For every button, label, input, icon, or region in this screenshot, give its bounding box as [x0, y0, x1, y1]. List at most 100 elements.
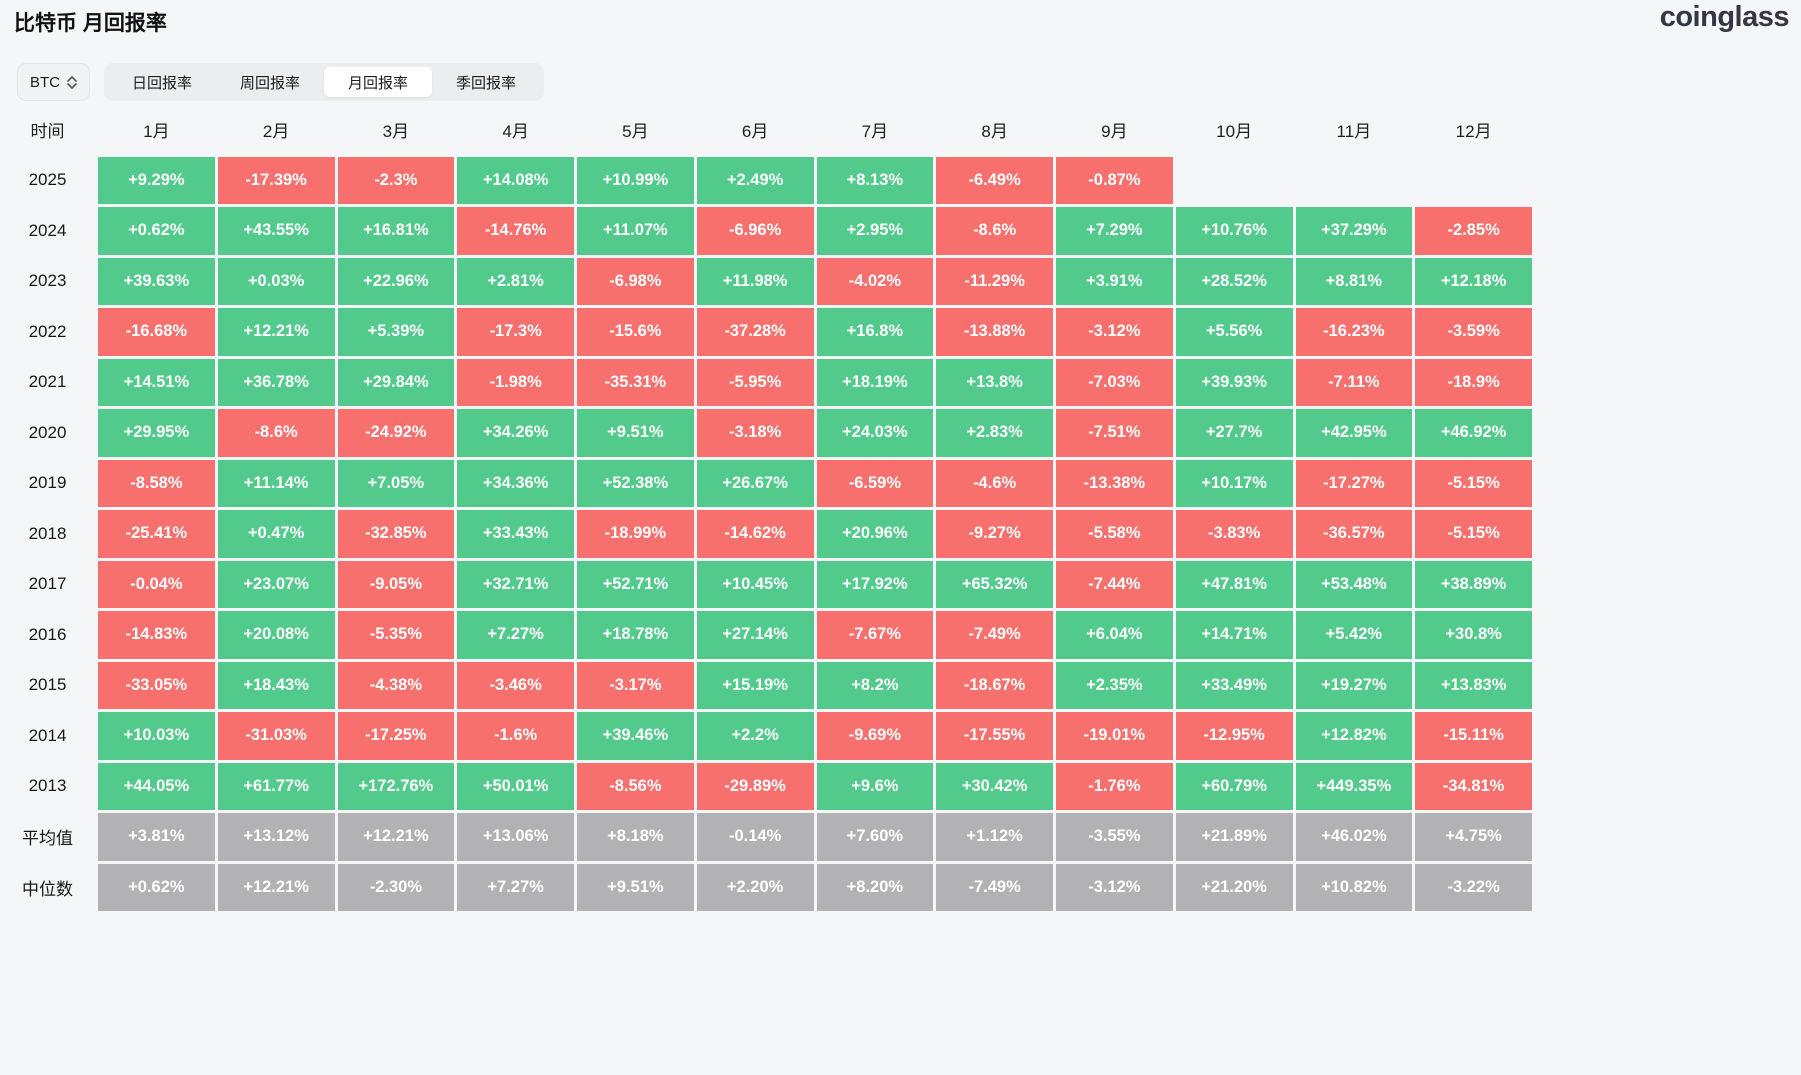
return-cell: -2.85% [1415, 207, 1532, 255]
return-cell: +172.76% [337, 762, 455, 810]
return-cell: -14.76% [457, 207, 574, 255]
return-cell: +9.51% [577, 409, 694, 457]
return-cell: -3.12% [1056, 863, 1173, 911]
return-cell: +22.96% [337, 257, 455, 305]
return-cell: -35.31% [577, 358, 694, 406]
return-cell: -0.04% [98, 560, 215, 608]
return-cell: -15.11% [1415, 712, 1532, 760]
return-cell: +11.07% [577, 207, 694, 255]
return-cell: -34.81% [1415, 762, 1532, 810]
return-cell: +10.03% [98, 712, 215, 760]
month-column-header: 11月 [1336, 122, 1372, 142]
return-cell: +23.07% [217, 560, 335, 608]
tab-quarterly[interactable]: 季回报率 [432, 67, 540, 97]
empty-cell [1176, 157, 1293, 205]
return-cell: +33.43% [457, 510, 574, 558]
row-label: 中位数 [22, 879, 73, 899]
row-label: 2021 [28, 372, 67, 392]
return-period-tabs: 日回报率 周回报率 月回报率 季回报率 [104, 63, 545, 101]
return-cell: -33.05% [98, 661, 215, 709]
month-column-header: 3月 [382, 122, 410, 142]
return-cell: -2.3% [337, 156, 455, 204]
return-cell: +0.03% [217, 257, 335, 305]
return-cell: +8.18% [577, 813, 694, 861]
return-cell: -18.9% [1415, 358, 1532, 406]
row-label: 2023 [28, 271, 67, 291]
return-cell: +18.43% [217, 661, 335, 709]
row-label: 2013 [28, 776, 67, 796]
return-cell: -36.57% [1295, 510, 1413, 558]
return-cell: +12.21% [217, 863, 335, 911]
coin-selector[interactable]: BTC [17, 63, 90, 101]
return-cell: +60.79% [1175, 762, 1293, 810]
return-cell: -7.03% [1056, 358, 1173, 406]
month-column-header: 12月 [1455, 122, 1492, 142]
return-cell: -7.51% [1056, 409, 1173, 457]
return-cell: -13.88% [936, 308, 1053, 356]
month-column-header: 4月 [502, 122, 529, 142]
return-cell: +1.12% [936, 813, 1053, 861]
return-cell: -8.6% [217, 409, 335, 457]
return-cell: -5.58% [1056, 510, 1173, 558]
return-cell: +30.8% [1415, 611, 1532, 659]
month-column-header: 6月 [741, 122, 769, 142]
return-cell: +46.02% [1295, 813, 1413, 861]
return-cell: -4.6% [936, 459, 1053, 507]
return-cell: +10.99% [577, 156, 694, 204]
page-title: 比特币 月回报率 [14, 12, 167, 35]
return-cell: +4.75% [1415, 813, 1532, 861]
return-cell: -8.58% [98, 459, 215, 507]
return-cell: -25.41% [98, 510, 215, 558]
return-cell: +16.8% [816, 308, 934, 356]
return-cell: +14.51% [98, 358, 215, 406]
return-cell: +449.35% [1295, 762, 1413, 810]
return-cell: -6.98% [577, 257, 694, 305]
return-cell: -19.01% [1056, 712, 1173, 760]
return-cell: -17.39% [217, 156, 335, 204]
row-label: 2017 [28, 574, 67, 594]
row-label: 2015 [28, 675, 67, 695]
return-cell: +18.19% [816, 358, 934, 406]
return-cell: +39.63% [98, 257, 215, 305]
return-cell: +10.17% [1175, 459, 1293, 507]
return-cell: -3.18% [696, 409, 814, 457]
return-cell: -12.95% [1175, 712, 1293, 760]
return-cell: +13.12% [217, 813, 335, 861]
month-column-header: 7月 [861, 122, 889, 142]
month-column-header: 8月 [981, 122, 1008, 142]
return-cell: +13.06% [457, 813, 574, 861]
return-cell: -0.14% [696, 813, 814, 861]
tab-monthly[interactable]: 月回报率 [324, 67, 433, 97]
return-cell: +8.13% [816, 156, 934, 204]
return-cell: -11.29% [936, 257, 1053, 305]
return-cell: +47.81% [1175, 560, 1293, 608]
return-cell: +42.95% [1295, 409, 1413, 457]
return-cell: +11.98% [696, 257, 814, 305]
return-cell: +14.08% [457, 156, 574, 204]
return-cell: -9.69% [816, 712, 934, 760]
tab-weekly[interactable]: 周回报率 [216, 67, 324, 97]
monthly-returns-heatmap: 时间 1月 2月 3月 4月 5月 6月 7月 8月 9月 10月 11月 12月 2025 +9.29% -… [0, 106, 1532, 911]
return-cell: +32.71% [457, 560, 574, 608]
month-column-header: 10月 [1216, 122, 1253, 142]
return-cell: +11.14% [217, 459, 335, 507]
return-cell: -3.59% [1415, 308, 1532, 356]
return-cell: +7.05% [337, 459, 455, 507]
return-cell: +18.78% [577, 611, 694, 659]
return-cell: +9.29% [98, 156, 215, 204]
month-column-header: 9月 [1101, 122, 1128, 142]
return-cell: +13.8% [936, 358, 1053, 406]
month-column-header: 2月 [262, 122, 290, 142]
return-cell: -7.49% [936, 611, 1053, 659]
return-cell: +37.29% [1295, 207, 1413, 255]
return-cell: -1.98% [457, 358, 574, 406]
coinglass-logo: coinglass [1659, 1, 1790, 33]
return-cell: -3.22% [1415, 863, 1532, 911]
tab-daily[interactable]: 日回报率 [108, 67, 216, 97]
coin-selector-value: BTC [30, 73, 60, 91]
return-cell: -5.95% [696, 358, 814, 406]
return-cell: -17.3% [457, 308, 574, 356]
row-label: 2024 [28, 220, 67, 240]
return-cell: +9.51% [577, 863, 694, 911]
empty-cell [1415, 157, 1532, 205]
